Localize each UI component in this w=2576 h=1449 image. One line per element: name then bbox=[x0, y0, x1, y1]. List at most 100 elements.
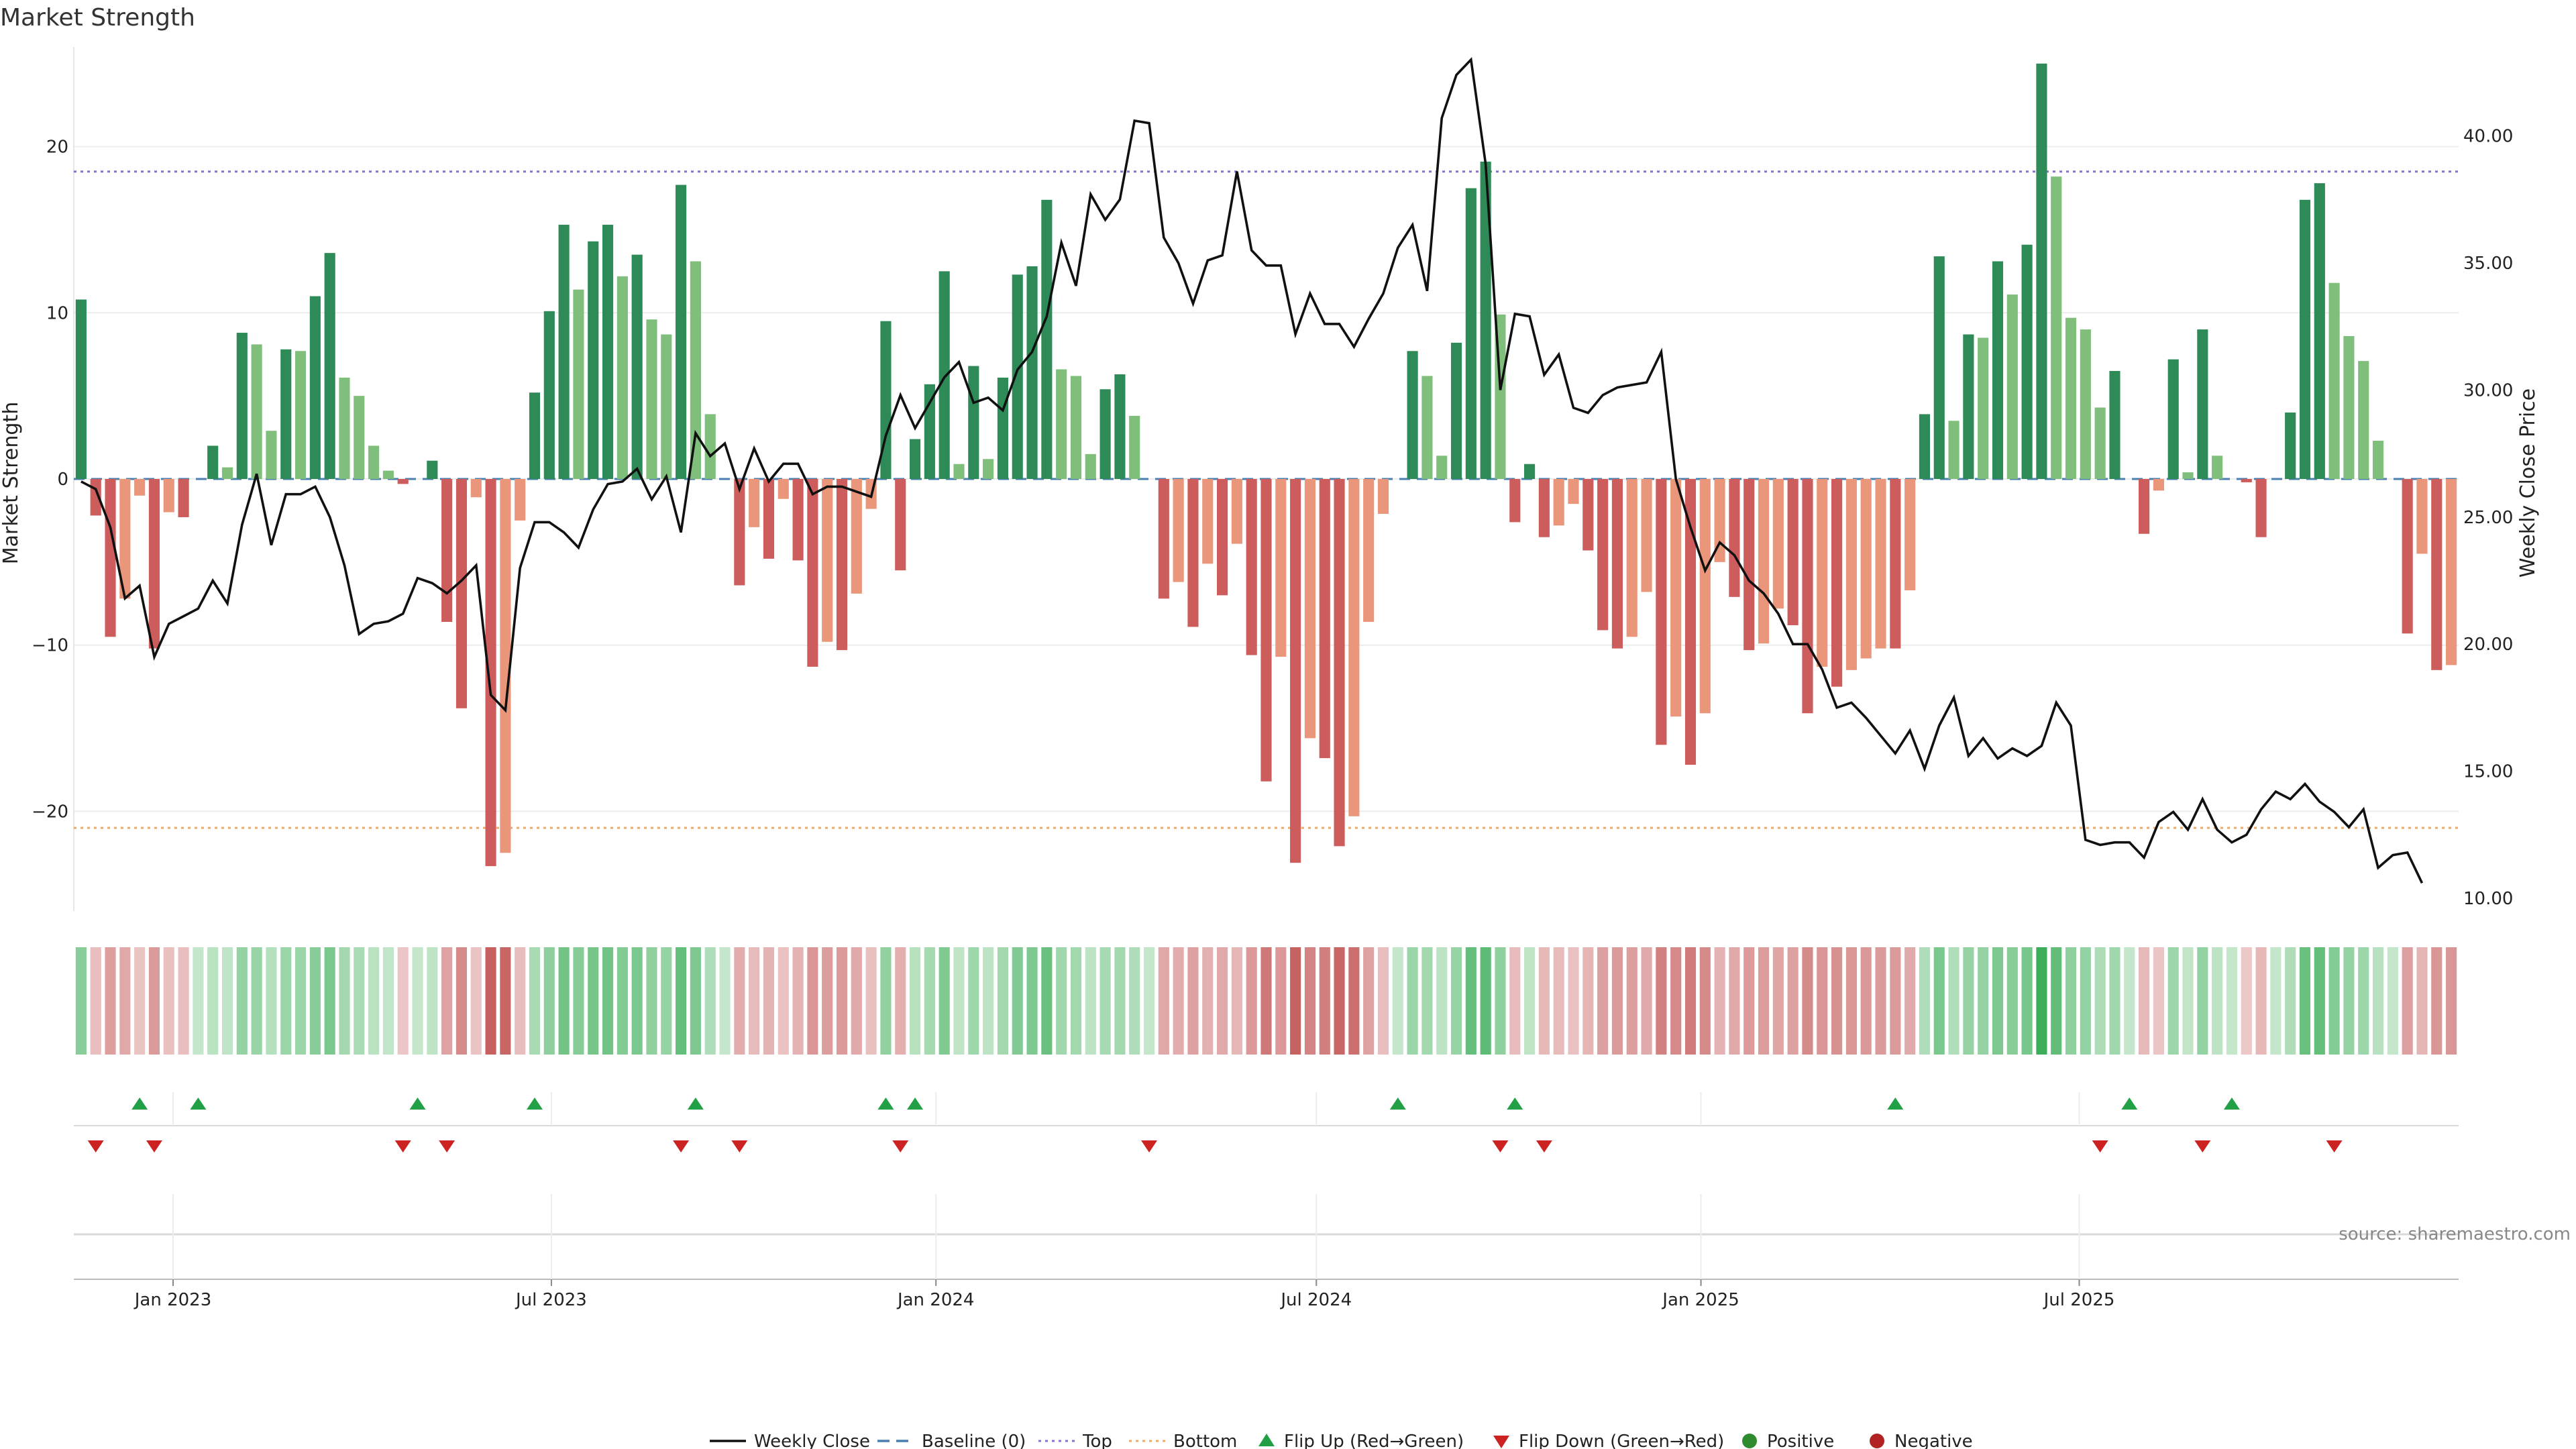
flip-up-marker bbox=[527, 1097, 543, 1110]
heat-cell bbox=[178, 947, 189, 1055]
left-tick-label: −10 bbox=[32, 636, 68, 656]
strength-bar bbox=[500, 479, 511, 853]
strength-bar bbox=[1597, 479, 1609, 631]
heat-cell bbox=[1217, 947, 1228, 1055]
left-tick-label: 0 bbox=[57, 470, 68, 490]
strength-bar bbox=[543, 311, 555, 479]
legend-label: Positive bbox=[1767, 1432, 1834, 1449]
flip-up-marker bbox=[877, 1097, 894, 1110]
heat-cell bbox=[193, 947, 204, 1055]
strength-bar bbox=[661, 334, 672, 479]
strength-bar bbox=[515, 479, 526, 521]
heat-cell bbox=[2241, 947, 2252, 1055]
strength-bar bbox=[1641, 479, 1652, 592]
left-axis-ticks: −20 −10 0 10 20 bbox=[32, 138, 68, 822]
heat-cell bbox=[280, 947, 292, 1055]
heat-cell bbox=[1363, 947, 1375, 1055]
heat-cell bbox=[924, 947, 935, 1055]
flip-up-marker bbox=[907, 1097, 924, 1110]
right-axis-ticks: 10.00 15.00 20.00 25.00 30.00 35.00 40.00 bbox=[2463, 127, 2513, 909]
time-axis: Jan 2023 Jul 2023 Jan 2024 Jul 2024 Jan 2025… bbox=[74, 1194, 2459, 1310]
heat-cell bbox=[1817, 947, 1828, 1055]
heat-cell bbox=[148, 947, 160, 1055]
heat-cell bbox=[485, 947, 496, 1055]
heat-cell bbox=[836, 947, 848, 1055]
strength-bar bbox=[749, 479, 760, 527]
left-axis-label: Market Strength bbox=[0, 402, 23, 564]
flip-down-marker bbox=[2326, 1140, 2343, 1152]
strength-bar bbox=[1348, 479, 1360, 816]
heat-cell bbox=[294, 947, 307, 1055]
heat-cell bbox=[2212, 947, 2223, 1055]
heat-cell bbox=[354, 947, 365, 1055]
right-tick-label: 15.00 bbox=[2463, 762, 2513, 782]
heat-cell bbox=[2139, 947, 2150, 1055]
heat-cell bbox=[2036, 947, 2047, 1055]
strength-bar bbox=[1538, 479, 1550, 537]
strength-bar bbox=[1582, 479, 1594, 551]
strength-bar bbox=[1743, 479, 1755, 651]
heat-cell bbox=[2021, 947, 2033, 1055]
strength-bar bbox=[1919, 414, 1931, 479]
heat-cell bbox=[1129, 947, 1140, 1055]
strength-bar bbox=[2416, 479, 2428, 554]
strength-bar bbox=[1319, 479, 1330, 759]
heat-cell bbox=[1538, 947, 1550, 1055]
heat-cell bbox=[2080, 947, 2091, 1055]
strength-bar bbox=[119, 479, 131, 599]
strength-bar bbox=[2153, 479, 2164, 491]
heat-cell bbox=[1158, 947, 1169, 1055]
strength-bar bbox=[953, 464, 965, 479]
heat-cell bbox=[1421, 947, 1433, 1055]
heat-cell bbox=[1480, 947, 1491, 1055]
flip-up-marker bbox=[1887, 1097, 1904, 1110]
heat-cell bbox=[1334, 947, 1345, 1055]
weekly-close-line bbox=[80, 56, 2424, 884]
strength-bar bbox=[1363, 479, 1375, 623]
heat-cell bbox=[1948, 947, 1960, 1055]
heat-cell bbox=[2094, 947, 2106, 1055]
heat-cell bbox=[1670, 947, 1682, 1055]
strength-bar bbox=[1202, 479, 1214, 564]
heat-cell bbox=[412, 947, 423, 1055]
strength-bar bbox=[690, 261, 701, 479]
strength-bar bbox=[1070, 376, 1082, 479]
flip-markers bbox=[74, 1092, 2459, 1152]
heat-cell bbox=[368, 947, 380, 1055]
heat-cell bbox=[309, 947, 321, 1055]
strength-bar bbox=[968, 366, 979, 479]
legend-swatch-dot bbox=[1742, 1434, 1757, 1448]
heat-cell bbox=[2109, 947, 2121, 1055]
right-axis-label: Weekly Close Price bbox=[2516, 388, 2540, 578]
strength-bar bbox=[1465, 188, 1477, 479]
heat-cell bbox=[470, 947, 482, 1055]
heat-cell bbox=[543, 947, 555, 1055]
heat-cell bbox=[2182, 947, 2194, 1055]
heat-cell bbox=[2255, 947, 2267, 1055]
heat-cell bbox=[1231, 947, 1242, 1055]
heat-cell bbox=[1845, 947, 1857, 1055]
heat-cell bbox=[2446, 947, 2457, 1055]
heat-cell bbox=[953, 947, 965, 1055]
heat-cell bbox=[704, 947, 716, 1055]
flip-down-marker bbox=[2194, 1140, 2211, 1152]
heat-cell bbox=[2006, 947, 2018, 1055]
heat-cell bbox=[2431, 947, 2443, 1055]
heat-cell bbox=[163, 947, 174, 1055]
heat-cell bbox=[1611, 947, 1623, 1055]
strength-bar bbox=[1978, 337, 1989, 479]
heat-cell bbox=[1978, 947, 1989, 1055]
flip-down-marker bbox=[146, 1140, 162, 1152]
flip-up-marker bbox=[1507, 1097, 1523, 1110]
heat-cell bbox=[1509, 947, 1521, 1055]
strength-bar bbox=[777, 479, 789, 499]
left-tick-label: 20 bbox=[46, 138, 68, 158]
strength-bar bbox=[1670, 479, 1682, 717]
heat-cell bbox=[1758, 947, 1770, 1055]
heat-cell bbox=[602, 947, 614, 1055]
strength-bar bbox=[616, 276, 628, 479]
strength-bar bbox=[807, 479, 818, 667]
strength-bar bbox=[441, 479, 453, 623]
strength-bar bbox=[2285, 412, 2296, 479]
strength-bar bbox=[1963, 334, 1974, 479]
